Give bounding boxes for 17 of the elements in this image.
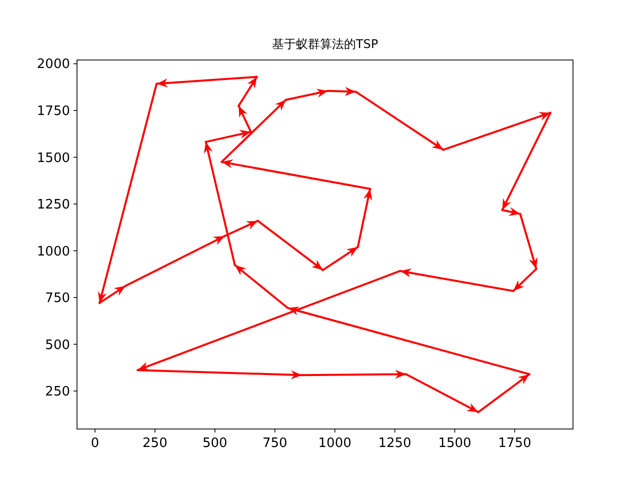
x-tick-label: 1250: [378, 436, 412, 451]
y-tick-label: 1750: [36, 104, 70, 119]
x-tick-label: 750: [262, 436, 288, 451]
x-tick-label: 1750: [498, 436, 532, 451]
y-tick-label: 1500: [36, 150, 70, 166]
y-tick-label: 750: [45, 291, 70, 306]
x-tick-label: 250: [142, 436, 168, 451]
y-tick-label: 1000: [36, 244, 70, 260]
y-tick-label: 2000: [36, 57, 70, 72]
y-tick-label: 500: [45, 338, 70, 353]
x-tick-label: 0: [90, 436, 100, 451]
x-tick-label: 1000: [318, 436, 352, 451]
y-tick-label: 250: [45, 384, 70, 400]
y-tick-label: 1250: [36, 198, 70, 213]
x-tick-label: 500: [202, 436, 228, 451]
chart-title: 基于蚁群算法的TSP: [272, 37, 378, 51]
x-tick-label: 1500: [438, 436, 472, 451]
